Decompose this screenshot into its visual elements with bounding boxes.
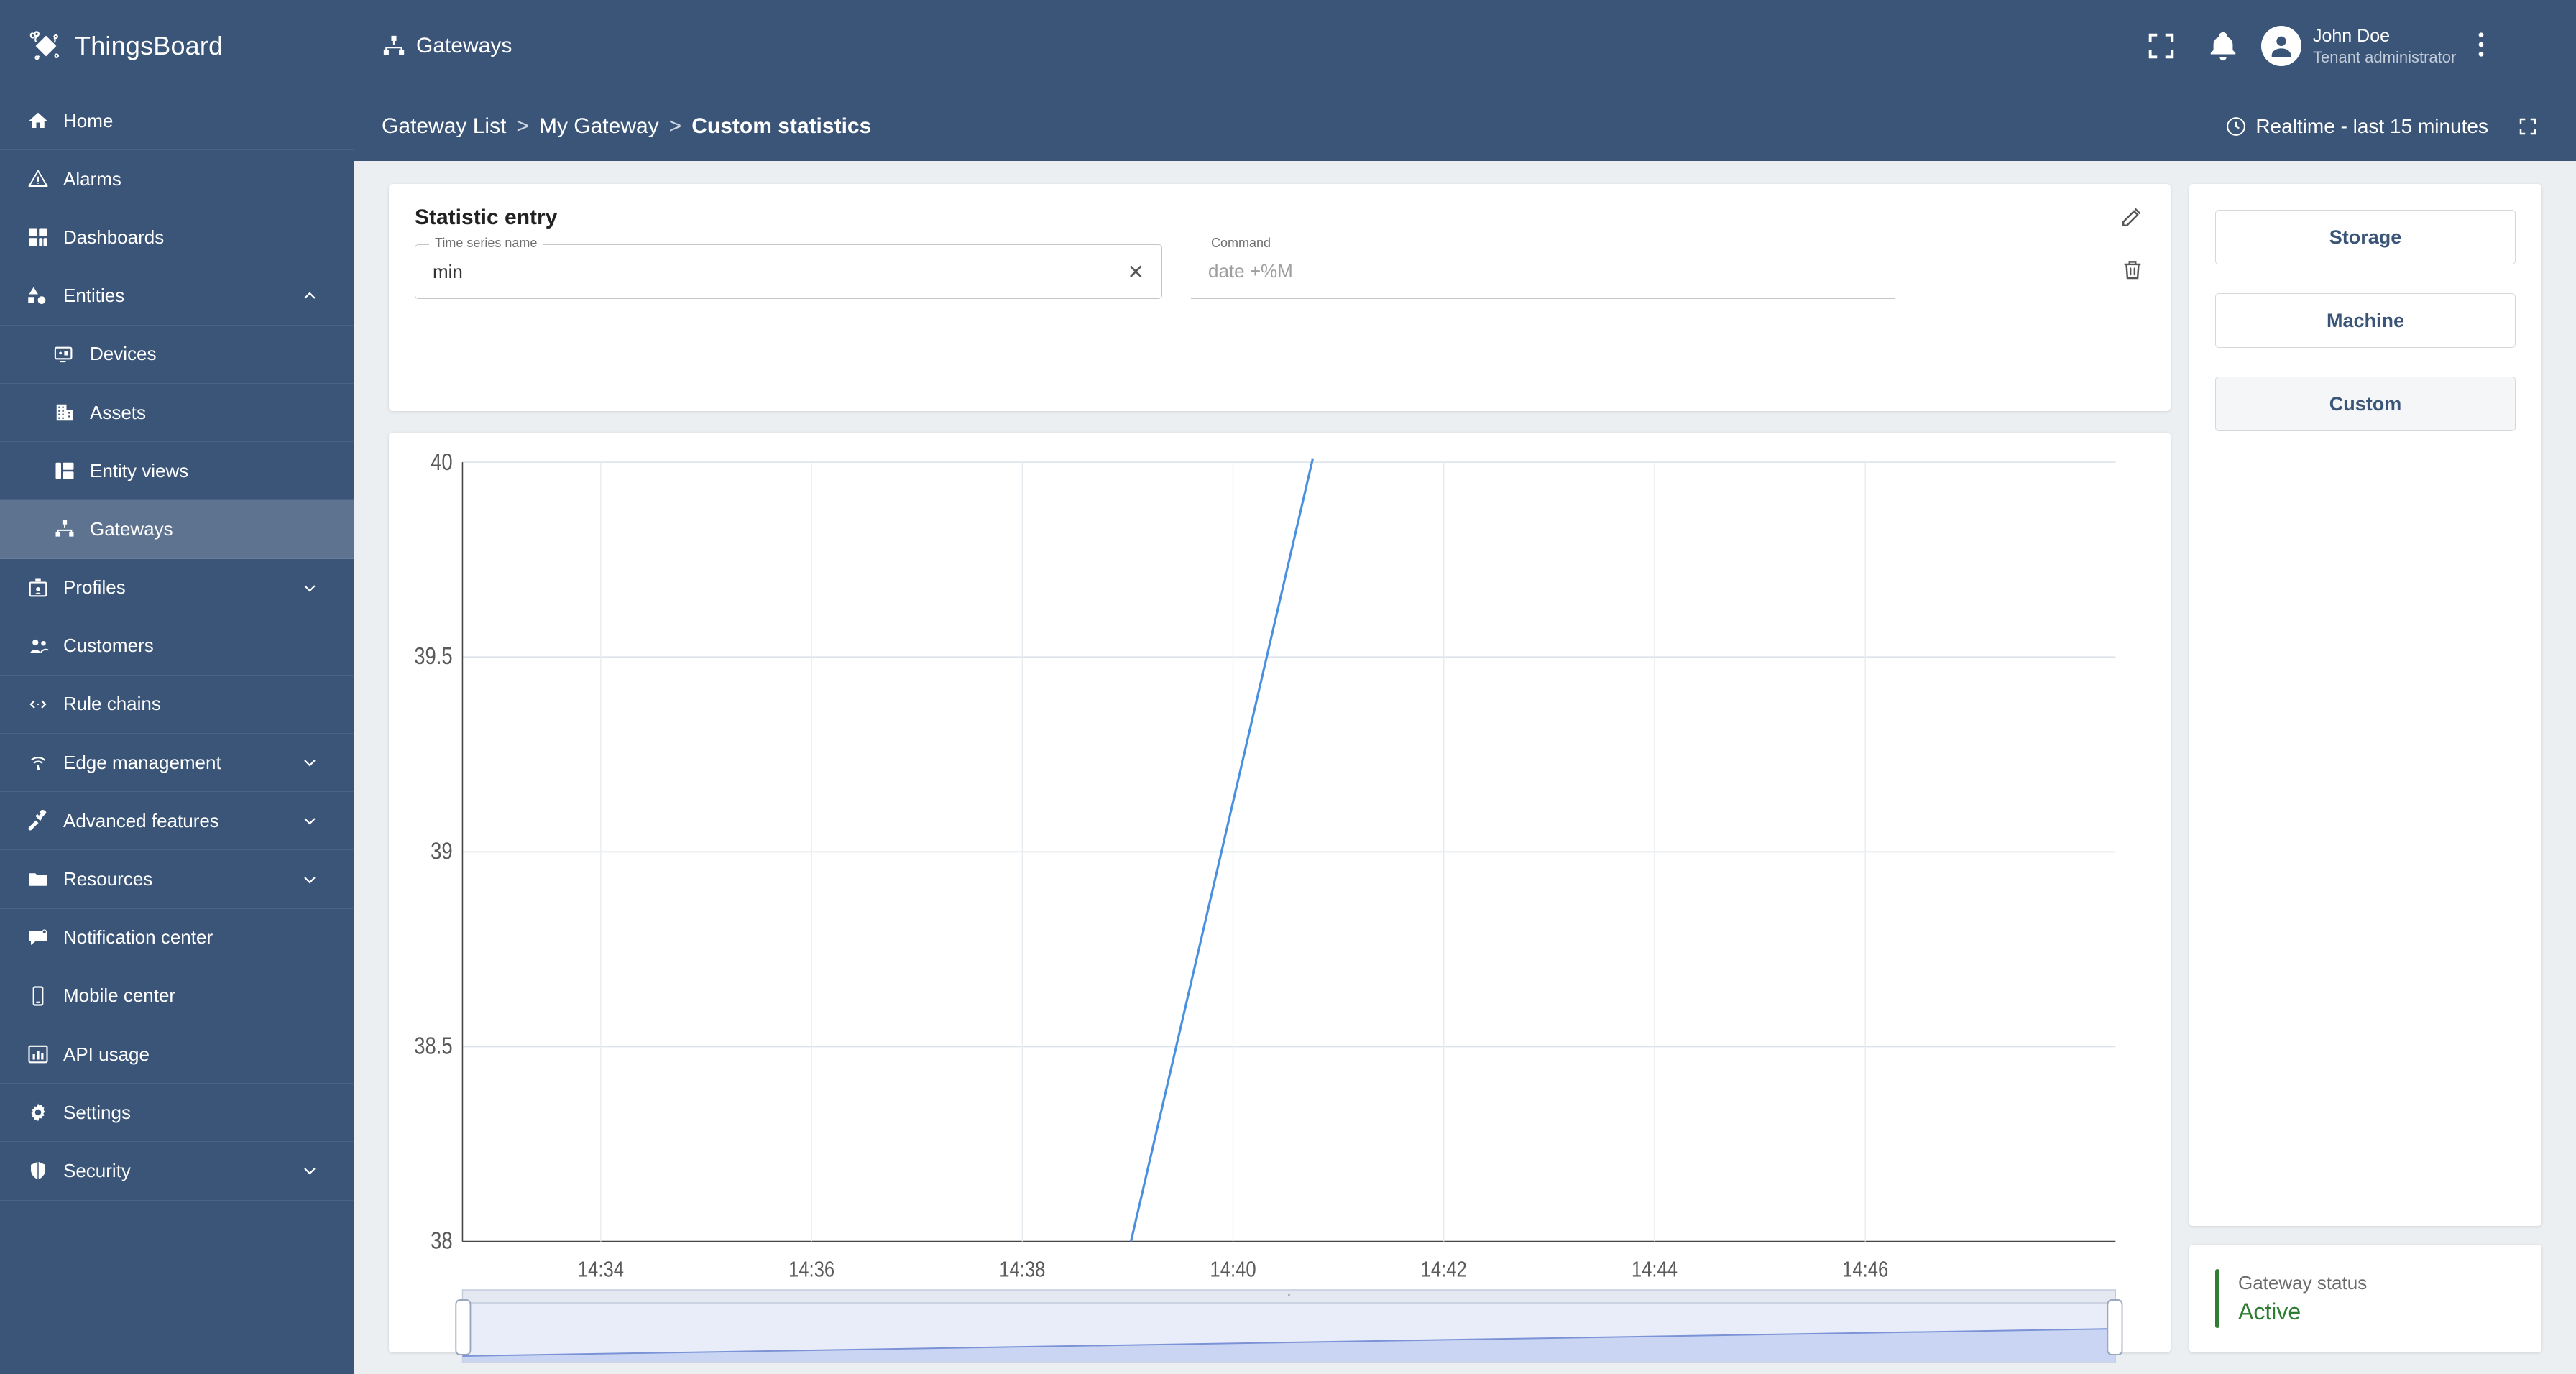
- svg-text:40: 40: [431, 454, 453, 476]
- svg-text:39: 39: [431, 838, 453, 864]
- svg-text:38.5: 38.5: [414, 1033, 452, 1059]
- svg-text:39.5: 39.5: [414, 643, 452, 670]
- svg-text:38: 38: [431, 1227, 453, 1254]
